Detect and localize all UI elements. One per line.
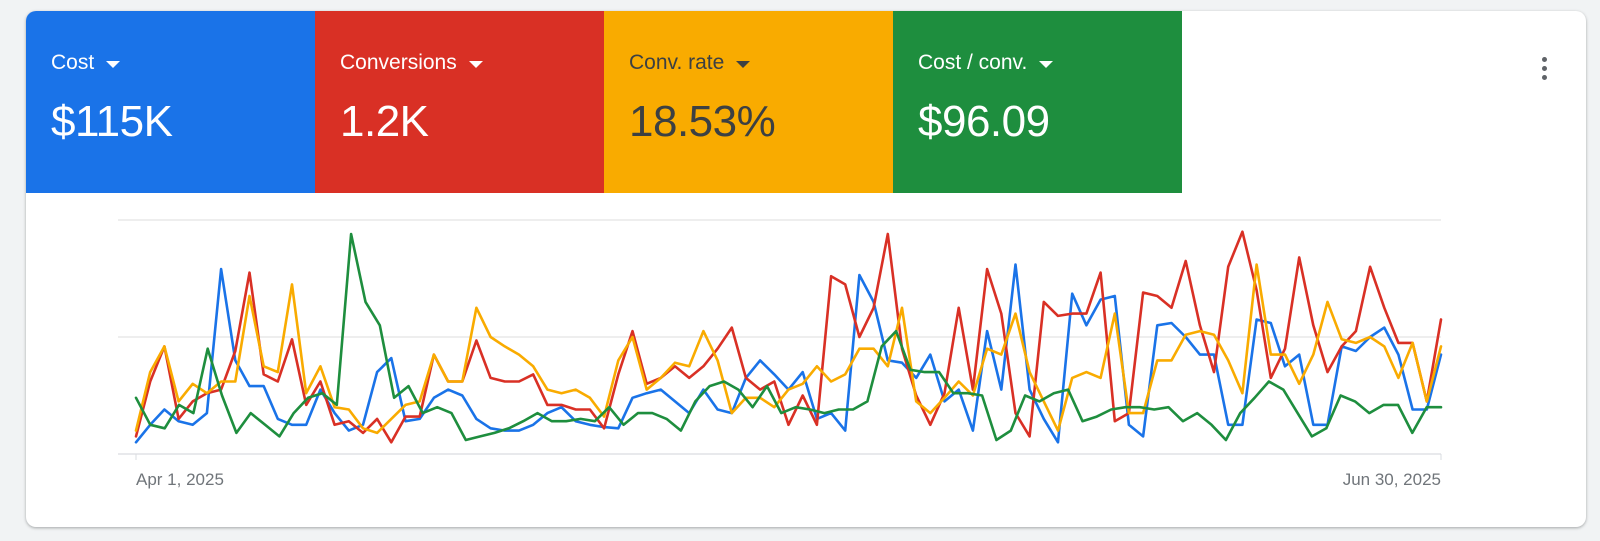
performance-card: Apr 1, 2025 Jun 30, 2025 Cost $115K Conve… (26, 11, 1586, 527)
dropdown-arrow-icon (468, 60, 483, 68)
metric-label: Cost (51, 51, 95, 74)
dropdown-arrow-icon (106, 60, 121, 68)
metric-tile-conversions[interactable]: Conversions 1.2K (315, 11, 604, 193)
dropdown-arrow-icon (736, 60, 751, 68)
metric-label: Conversions (340, 51, 457, 74)
metric-value: 18.53% (629, 97, 776, 146)
metric-header: Conversions (340, 51, 604, 75)
metric-tile-cost[interactable]: Cost $115K (26, 11, 315, 193)
metric-label: Cost / conv. (918, 51, 1028, 74)
series-line-1 (134, 230, 1443, 444)
metric-label: Conv. rate (629, 51, 725, 74)
more-vert-icon[interactable] (1532, 51, 1556, 85)
metric-value: $115K (51, 97, 173, 146)
metric-value: $96.09 (918, 97, 1050, 146)
dropdown-arrow-icon (1039, 60, 1054, 68)
metric-value: 1.2K (340, 97, 429, 146)
metric-header: Cost (51, 51, 315, 75)
metric-tiles: Cost $115K Conversions 1.2K Conv. rate 1… (26, 11, 1182, 193)
x-tick-label: Jun 30, 2025 (1343, 470, 1441, 489)
series-line-2 (134, 263, 1443, 435)
series-line-3 (134, 232, 1443, 442)
metric-header: Conv. rate (629, 51, 893, 75)
metric-tile-cost-per-conv[interactable]: Cost / conv. $96.09 (893, 11, 1182, 193)
metric-tile-conv-rate[interactable]: Conv. rate 18.53% (604, 11, 893, 193)
x-tick-label: Apr 1, 2025 (136, 470, 224, 489)
metric-header: Cost / conv. (918, 51, 1182, 75)
performance-line-chart: Apr 1, 2025 Jun 30, 2025 (118, 219, 1443, 489)
